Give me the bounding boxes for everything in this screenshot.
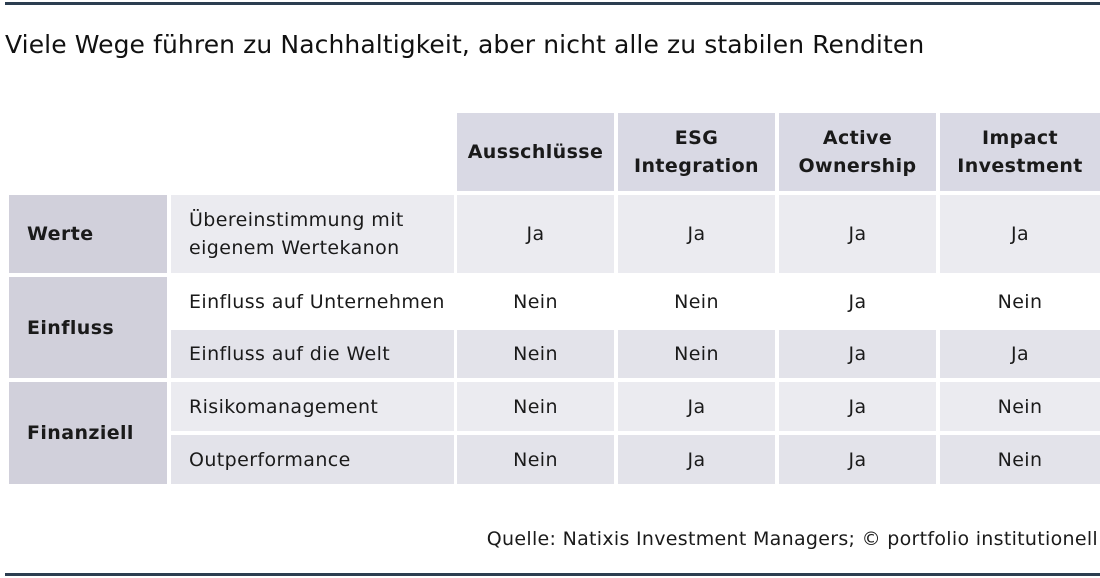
row-label: Risikomanagement (171, 382, 454, 431)
top-rule (5, 2, 1100, 5)
row-label: Einfluss auf Unternehmen (189, 290, 445, 313)
bottom-rule (5, 573, 1100, 576)
table-cell: Ja (779, 195, 936, 273)
table-cell: Nein (457, 382, 614, 431)
table-cell: Ja (779, 435, 936, 484)
table-cell: Nein (674, 290, 719, 313)
page-title: Viele Wege führen zu Nachhaltigkeit, abe… (5, 30, 925, 59)
table-cell: Ja (618, 435, 775, 484)
table-cell: Nein (457, 435, 614, 484)
row-label: Übereinstimmung mit eigenem Wertekanon (171, 195, 454, 273)
table-cell: Ja (779, 330, 936, 378)
row-label: Einfluss auf die Welt (171, 330, 454, 378)
table-cell: Nein (997, 290, 1043, 313)
category-finanziell: Finanziell (9, 382, 167, 484)
column-header-esg-integration: ESG Integration (618, 113, 775, 191)
table-cell: Nein (940, 435, 1100, 484)
table-cell: Ja (940, 330, 1100, 378)
table-cell: Nein (940, 382, 1100, 431)
table-cell: Nein (457, 330, 614, 378)
table-cell: Ja (848, 290, 867, 313)
row-label: Outperformance (171, 435, 454, 484)
table-cell: Nein (513, 290, 558, 313)
category-werte: Werte (9, 195, 167, 273)
table-cell: Ja (779, 382, 936, 431)
column-header-impact-investment: Impact Investment (940, 113, 1100, 191)
table-cell: Nein (618, 330, 775, 378)
category-einfluss: Einfluss (9, 277, 167, 378)
table-cell: Ja (457, 195, 614, 273)
source-note: Quelle: Natixis Investment Managers; © p… (486, 528, 1098, 550)
column-header-active-ownership: Active Ownership (779, 113, 936, 191)
column-header-ausschluesse: Ausschlüsse (457, 113, 614, 191)
table-cell: Ja (618, 195, 775, 273)
table-cell: Ja (618, 382, 775, 431)
table-cell: Ja (940, 195, 1100, 273)
